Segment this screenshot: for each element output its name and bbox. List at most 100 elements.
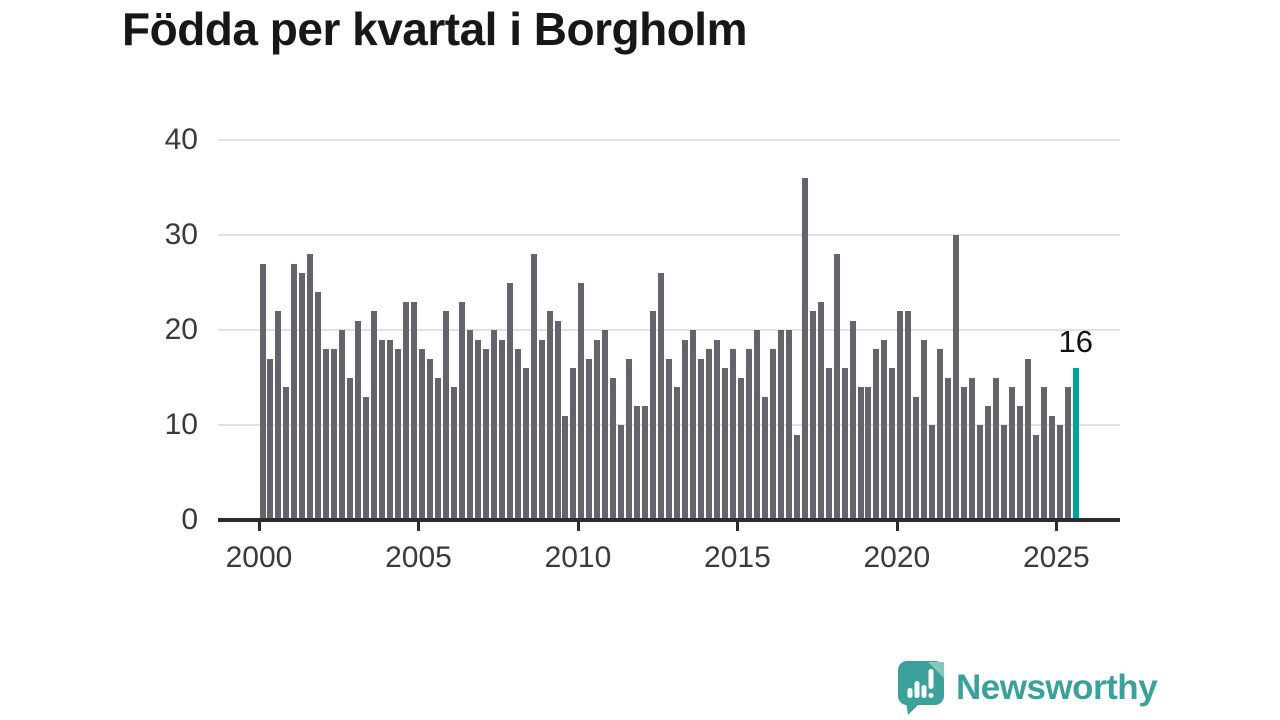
bar bbox=[713, 339, 720, 520]
bar bbox=[1032, 434, 1039, 520]
y-tick-label: 0 bbox=[181, 503, 198, 536]
bar bbox=[458, 301, 465, 520]
highlighted-bar bbox=[1072, 368, 1079, 520]
bar bbox=[698, 358, 705, 520]
bar bbox=[873, 349, 880, 520]
x-axis-line bbox=[218, 518, 1120, 522]
bar bbox=[323, 349, 330, 520]
bar bbox=[363, 396, 370, 520]
y-tick-label: 30 bbox=[164, 218, 198, 251]
bar bbox=[434, 377, 441, 520]
bar bbox=[817, 301, 824, 520]
gridline bbox=[218, 139, 1120, 141]
y-tick-label: 10 bbox=[164, 408, 198, 441]
bar bbox=[793, 434, 800, 520]
x-tick bbox=[258, 522, 261, 531]
bar bbox=[522, 368, 529, 520]
bar bbox=[1048, 415, 1055, 520]
bar bbox=[538, 339, 545, 520]
bar bbox=[1024, 358, 1031, 520]
bar bbox=[841, 368, 848, 520]
gridline bbox=[218, 329, 1120, 331]
bar bbox=[769, 349, 776, 520]
y-tick-label: 40 bbox=[164, 123, 198, 156]
bar bbox=[355, 320, 362, 520]
brand-name: Newsworthy bbox=[956, 668, 1158, 707]
gridline bbox=[218, 234, 1120, 236]
bar bbox=[267, 358, 274, 520]
bar bbox=[546, 311, 553, 520]
bar bbox=[937, 349, 944, 520]
bar bbox=[993, 377, 1000, 520]
bar bbox=[474, 339, 481, 520]
newsworthy-logo-icon bbox=[898, 661, 944, 715]
bar bbox=[562, 415, 569, 520]
bar bbox=[745, 349, 752, 520]
bar bbox=[506, 282, 513, 520]
bar bbox=[299, 273, 306, 520]
x-tick-label: 2020 bbox=[863, 541, 931, 574]
y-tick-label: 20 bbox=[164, 313, 198, 346]
bar bbox=[1009, 387, 1015, 520]
bar bbox=[618, 425, 625, 520]
bar bbox=[610, 377, 617, 520]
bar bbox=[650, 311, 657, 520]
bar bbox=[753, 330, 760, 520]
bar bbox=[371, 311, 378, 520]
bar bbox=[721, 368, 728, 520]
bar bbox=[1040, 387, 1047, 520]
bar bbox=[777, 330, 784, 520]
bar bbox=[961, 387, 968, 520]
bar bbox=[690, 330, 697, 520]
bar bbox=[706, 349, 713, 520]
bar bbox=[674, 387, 681, 520]
x-tick bbox=[895, 522, 899, 531]
bar bbox=[642, 406, 649, 520]
bar bbox=[737, 377, 744, 520]
plot-area: 16 2000 2005 2010 2015 2020 2025 bbox=[218, 139, 1120, 574]
x-tick-label: 2000 bbox=[225, 541, 293, 574]
bar bbox=[530, 254, 537, 520]
bar bbox=[985, 406, 992, 520]
bar bbox=[682, 339, 689, 520]
bar bbox=[554, 320, 561, 520]
bar bbox=[307, 254, 314, 520]
bar bbox=[897, 311, 904, 520]
bar bbox=[482, 349, 489, 520]
bar bbox=[259, 263, 266, 520]
bar bbox=[945, 377, 952, 520]
bar bbox=[953, 235, 960, 520]
x-tick bbox=[736, 522, 740, 531]
bar bbox=[977, 425, 984, 520]
bar bbox=[466, 330, 473, 520]
bar bbox=[785, 330, 792, 520]
bar bbox=[426, 358, 433, 520]
bar bbox=[442, 311, 449, 520]
bar bbox=[395, 349, 402, 520]
bar bbox=[339, 330, 346, 520]
bar bbox=[881, 339, 888, 520]
bar bbox=[594, 339, 601, 520]
bar bbox=[913, 396, 920, 520]
bar bbox=[626, 358, 633, 520]
bar bbox=[275, 311, 282, 520]
bar bbox=[586, 358, 593, 520]
bar bbox=[347, 377, 354, 520]
bar bbox=[833, 254, 840, 520]
brand-logo: Newsworthy bbox=[897, 660, 1158, 716]
bar bbox=[498, 339, 505, 520]
bar bbox=[450, 387, 457, 520]
bar bbox=[761, 396, 768, 520]
value-annotation: 16 bbox=[1058, 324, 1094, 359]
bar bbox=[666, 358, 673, 520]
bar bbox=[387, 339, 394, 520]
bar bbox=[331, 349, 338, 520]
bar bbox=[658, 273, 665, 520]
bar bbox=[283, 387, 290, 520]
x-tick bbox=[576, 522, 580, 531]
bar bbox=[865, 387, 872, 520]
x-tick-label: 2005 bbox=[385, 541, 452, 574]
bar bbox=[379, 339, 386, 520]
bar bbox=[921, 339, 928, 520]
bar bbox=[929, 425, 936, 520]
